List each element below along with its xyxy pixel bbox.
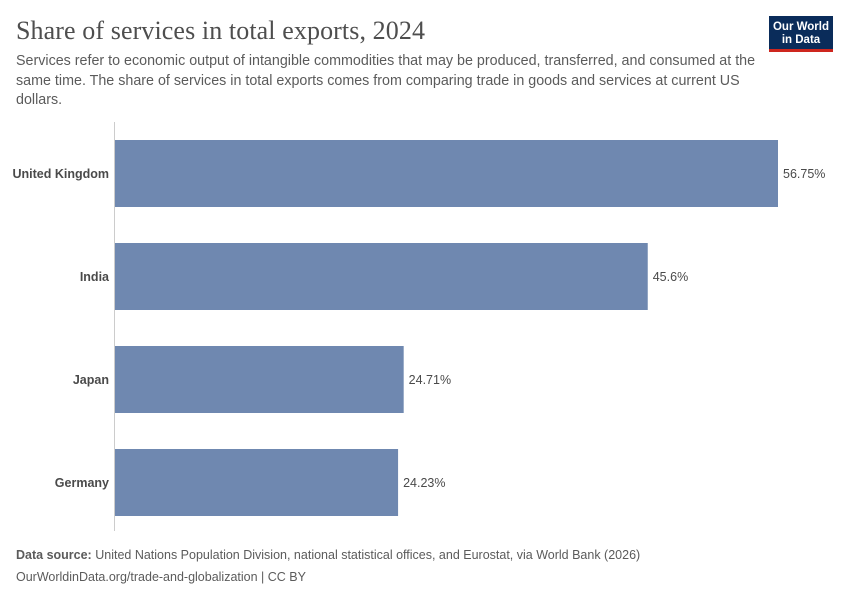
data-source-label: Data source:: [16, 548, 92, 562]
logo-line-2: in Data: [781, 33, 821, 46]
category-label-india: India: [80, 270, 110, 284]
category-label-united-kingdom: United Kingdom: [12, 167, 109, 181]
chart-subtitle: Services refer to economic output of int…: [16, 53, 756, 108]
value-label-united-kingdom: 56.75%: [783, 167, 825, 181]
bar-germany[interactable]: [115, 449, 399, 516]
data-source-text: United Nations Population Division, nati…: [95, 548, 641, 562]
bar-india[interactable]: [115, 243, 648, 310]
category-label-japan: Japan: [73, 373, 109, 387]
value-label-japan: 24.71%: [409, 373, 451, 387]
category-label-germany: Germany: [55, 476, 109, 490]
source-url[interactable]: OurWorldinData.org/trade-and-globalizati…: [16, 570, 306, 584]
logo-line-1: Our World: [772, 21, 829, 33]
owid-logo[interactable]: Our World in Data: [769, 16, 833, 52]
bar-united-kingdom[interactable]: [115, 140, 778, 207]
value-label-germany: 24.23%: [403, 476, 445, 490]
chart-title: Share of services in total exports, 2024: [16, 16, 426, 45]
data-source-line: Data source: United Nations Population D…: [16, 548, 640, 562]
bars-group: United Kingdom 56.75% India 45.6% Japan 24.71…: [12, 140, 825, 516]
bar-japan[interactable]: [115, 346, 404, 413]
value-label-india: 45.6%: [653, 270, 688, 284]
